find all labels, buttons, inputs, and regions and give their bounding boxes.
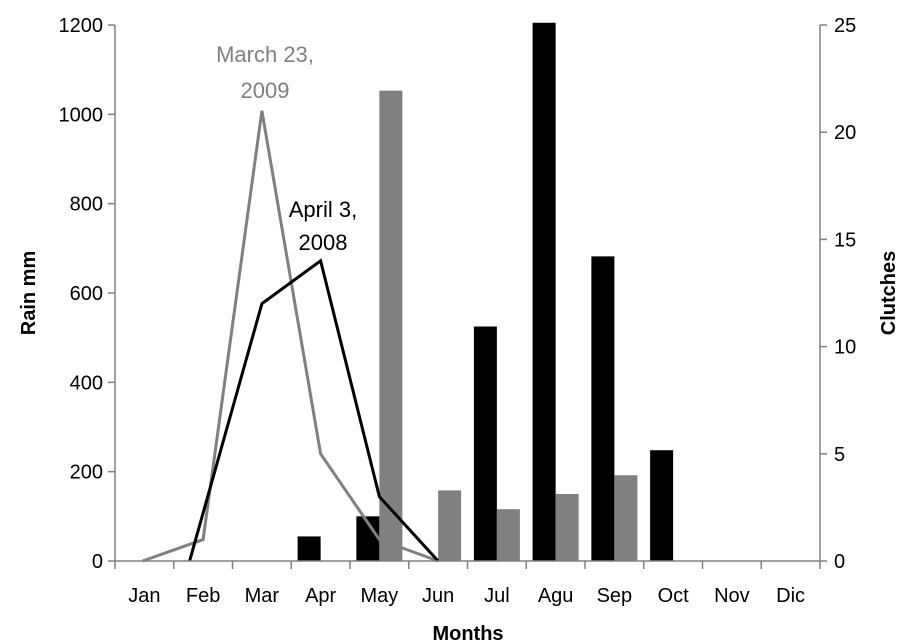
x-tick-label-nov: Nov [714,585,750,607]
bars-layer [297,22,674,562]
annotation-2-line-2: 2008 [299,230,348,255]
bar-series2-agu [555,494,579,561]
bar-series2-jul [496,509,520,561]
bar-series2-sep [614,475,638,561]
bar-series1-sep [591,256,615,561]
y-tick-label-400: 400 [70,372,103,394]
bar-series1-apr [297,536,321,561]
y-tick-label-600: 600 [70,283,103,305]
y2-tick-label-20: 20 [834,122,856,144]
axes-layer [108,24,827,569]
y-tick-label-0: 0 [92,551,103,573]
y2-axis-title: Clutches [878,251,900,335]
bar-series2-jun [438,490,462,561]
x-tick-label-apr: Apr [305,585,336,607]
y2-tick-label-25: 25 [834,15,856,37]
y-tick-label-1000: 1000 [59,104,104,126]
x-tick-label-oct: Oct [658,585,690,607]
annotation-2-line-1: April 3, [289,197,357,222]
bar-series1-oct [650,450,674,561]
y2-tick-label-5: 5 [834,444,845,466]
bar-series2-may [379,90,403,561]
x-tick-label-agu: Agu [538,585,574,607]
x-axis-title: Months [432,623,503,642]
x-tick-label-jan: Jan [128,585,160,607]
x-tick-label-jul: Jul [484,585,510,607]
y-tick-label-200: 200 [70,462,103,484]
y2-tick-label-0: 0 [834,551,845,573]
x-tick-label-jun: Jun [422,585,454,607]
x-tick-label-may: May [360,585,398,607]
y-tick-label-800: 800 [70,194,103,216]
x-tick-label-feb: Feb [186,585,220,607]
line-series-2 [188,258,440,563]
y2-tick-label-15: 15 [834,229,856,251]
x-tick-label-sep: Sep [597,585,633,607]
lines-layer [142,110,440,563]
x-tick-label-dic: Dic [776,585,805,607]
y-tick-label-1200: 1200 [59,15,104,37]
bar-series1-may [356,516,380,561]
annotation-1-line-1: March 23, [216,42,314,67]
y2-tick-label-10: 10 [834,337,856,359]
y-axis-title: Rain mm [18,251,40,335]
annotation-1-line-2: 2009 [241,78,290,103]
x-tick-label-mar: Mar [245,585,280,607]
bar-series1-agu [532,22,556,562]
bar-series1-jul [473,326,497,561]
labels-layer: 0 200 400 600 800 1000 1200 0 5 10 15 20 25 Jan Feb Mar… [59,15,857,607]
